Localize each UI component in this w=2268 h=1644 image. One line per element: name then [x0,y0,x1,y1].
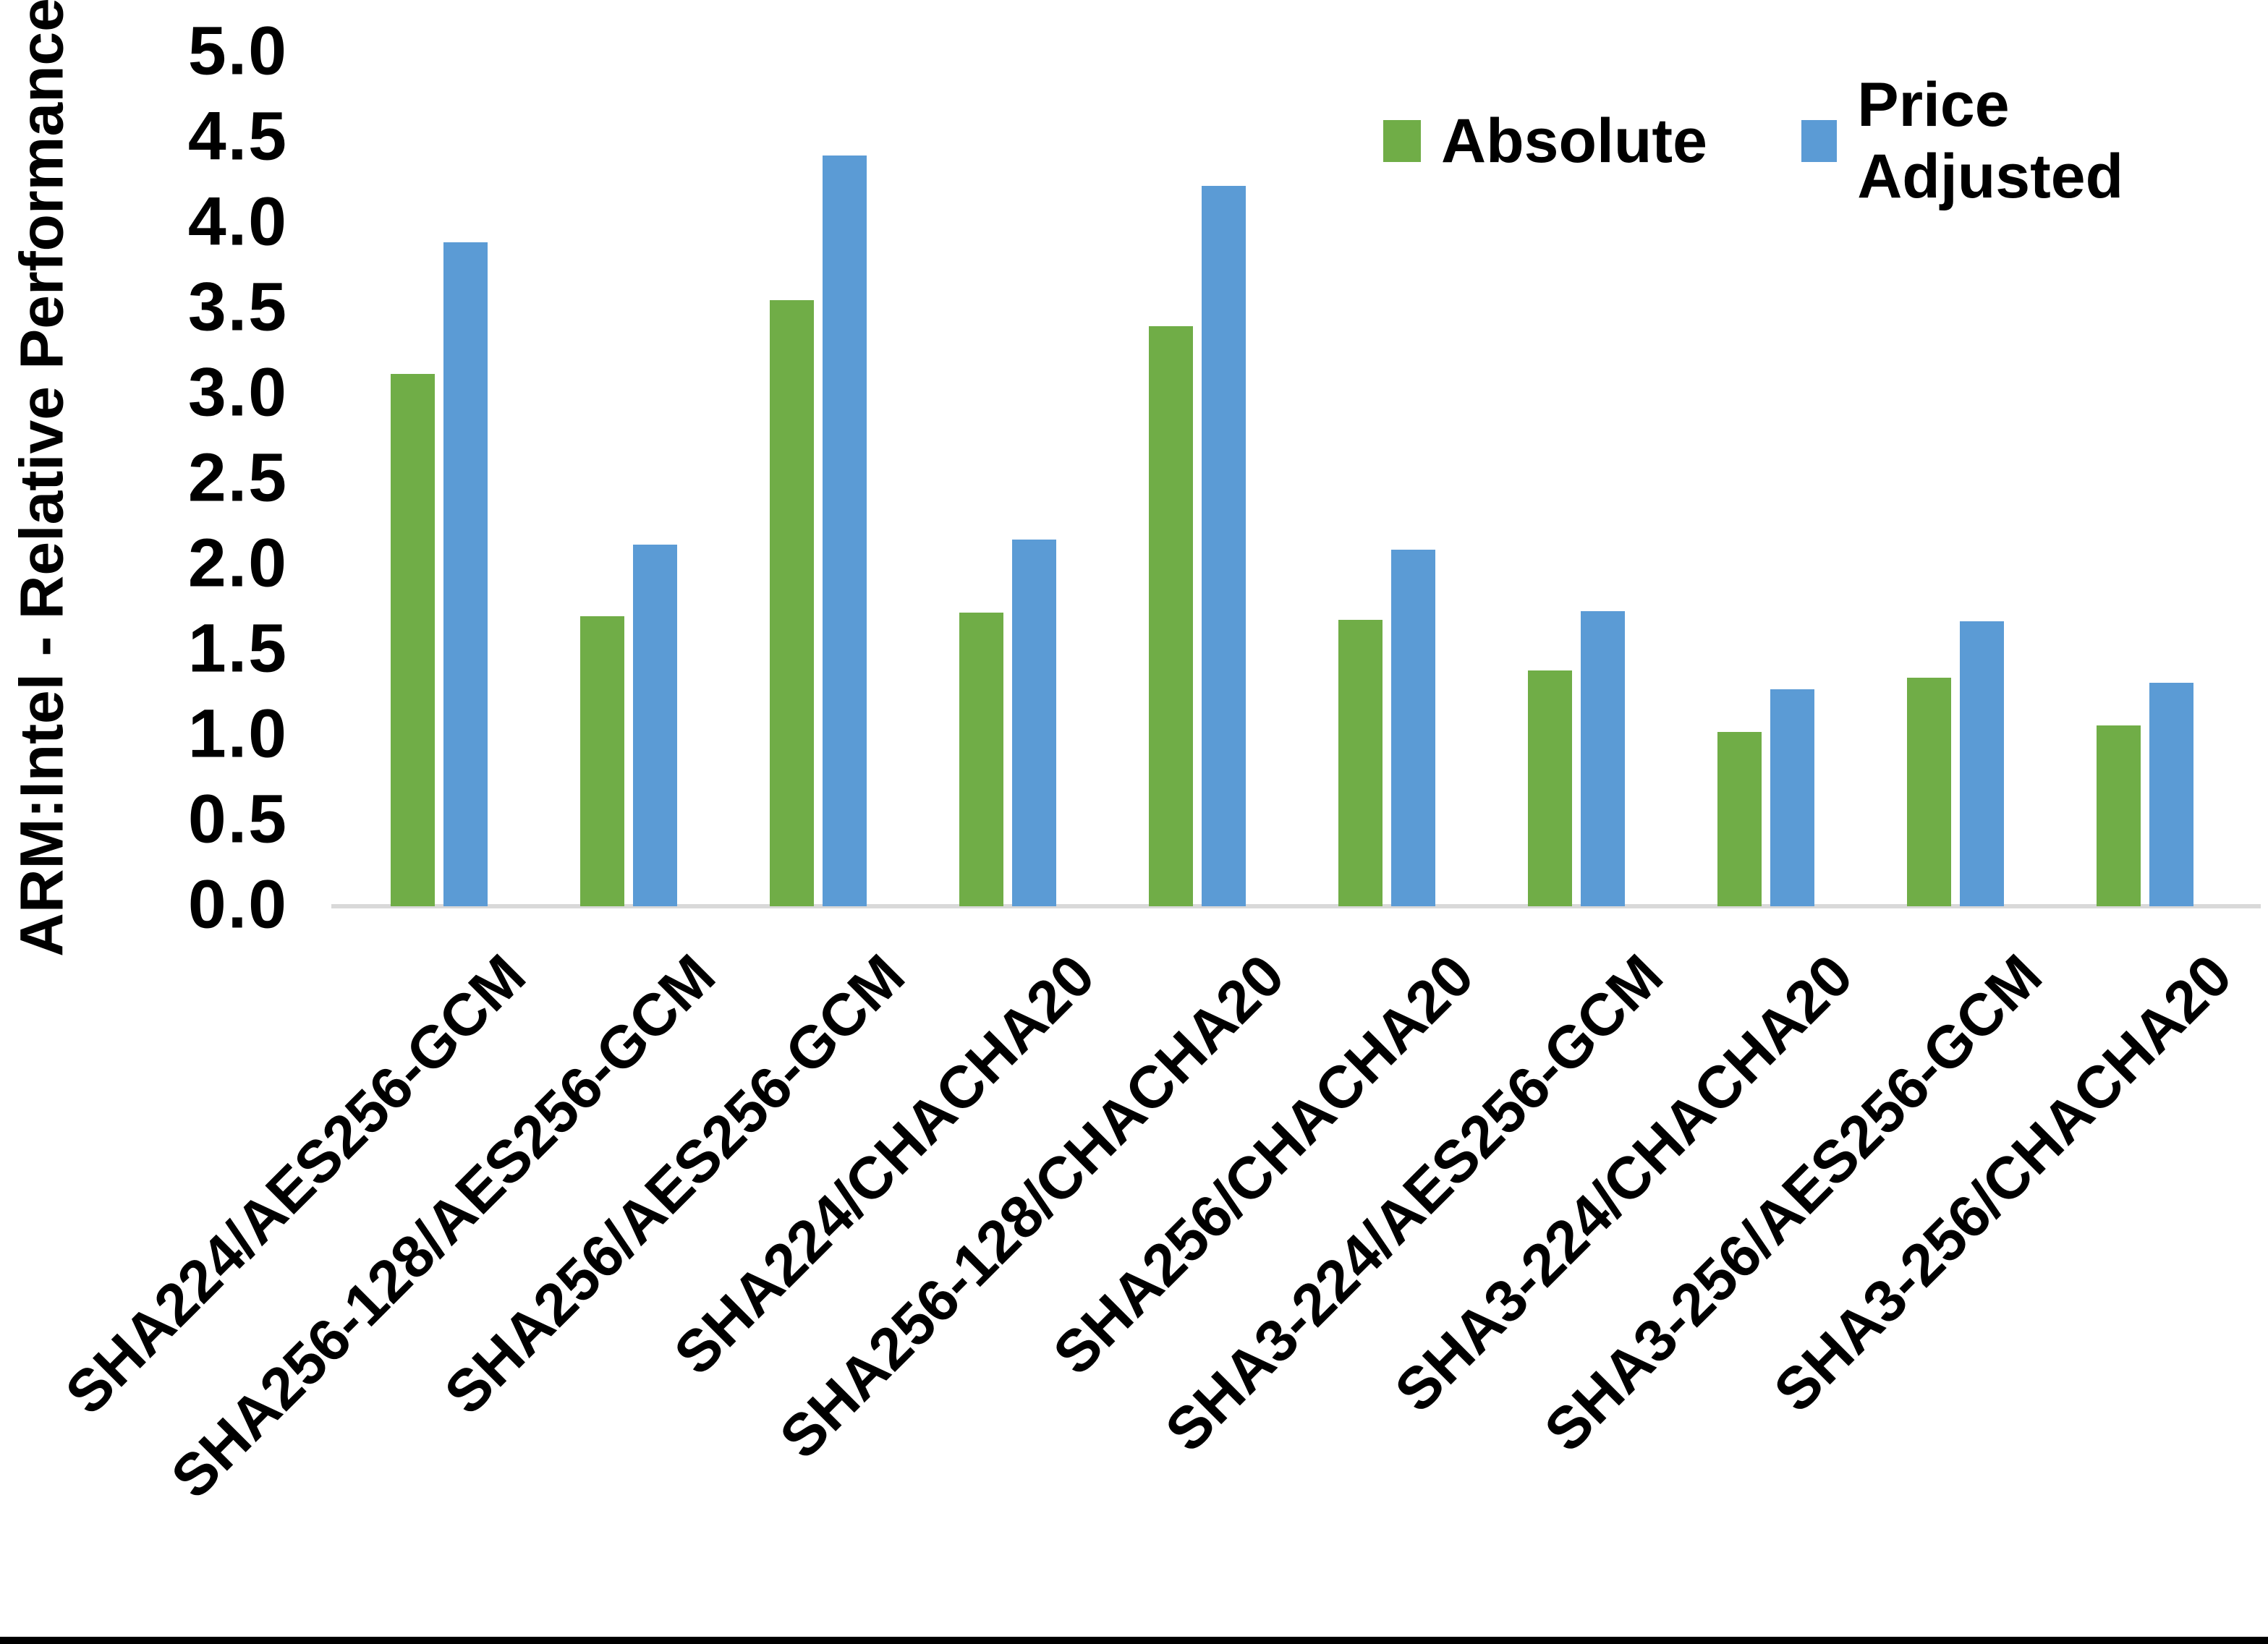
bar-absolute-SHA256/CHACHA20 [1338,619,1383,906]
bar-absolute-SHA3-224/AES256-GCM [1528,670,1572,906]
legend-item-price-adjusted: Price Adjusted [1801,69,2268,213]
y-tick-label-2.0: 2.0 [187,524,288,602]
bar-absolute-SHA256-128/AES256-GCM [580,616,624,906]
legend: Absolute Price Adjusted [1383,69,2268,213]
bar-price-adjusted-SHA3-256/CHACHA20 [2149,682,2193,906]
slide-bottom-edge [0,1637,2268,1644]
bar-absolute-SHA224/AES256-GCM [391,373,435,906]
bar-price-adjusted-SHA256/CHACHA20 [1391,549,1435,906]
absolute-series-swatch-icon [1383,120,1421,162]
bar-price-adjusted-SHA224/CHACHA20 [1012,539,1056,906]
bar-absolute-SHA224/CHACHA20 [959,613,1003,906]
bar-absolute-SHA3-256/CHACHA20 [2097,725,2141,906]
y-tick-label-0.5: 0.5 [187,780,288,858]
y-tick-label-1.0: 1.0 [187,695,288,772]
y-tick-label-4.0: 4.0 [187,183,288,260]
bar-absolute-SHA3-224/CHACHA20 [1717,732,1762,906]
legend-label-absolute: Absolute [1441,106,1707,176]
bar-absolute-SHA3-256/AES256-GCM [1907,677,1951,906]
y-tick-label-2.5: 2.5 [187,439,288,516]
bar-price-adjusted-SHA3-224/CHACHA20 [1770,689,1814,906]
bar-price-adjusted-SHA224/AES256-GCM [443,242,488,906]
bar-price-adjusted-SHA3-224/AES256-GCM [1581,610,1625,906]
legend-item-absolute: Absolute [1383,106,1707,177]
y-tick-label-5.0: 5.0 [187,12,288,90]
y-tick-label-3.0: 3.0 [187,354,288,431]
bar-absolute-SHA256-128/CHACHA20 [1149,325,1193,906]
price-adjusted-series-swatch-icon [1801,120,1838,162]
bar-price-adjusted-SHA256-128/AES256-GCM [633,544,677,906]
y-tick-label-3.5: 3.5 [187,268,288,346]
x-axis-line [331,904,2261,908]
legend-label-price-adjusted: Price Adjusted [1857,70,2124,211]
y-tick-label-0.0: 0.0 [187,866,288,943]
bar-price-adjusted-SHA256-128/CHACHA20 [1202,186,1246,906]
y-tick-label-1.5: 1.5 [187,610,288,687]
y-tick-label-4.5: 4.5 [187,98,288,175]
bar-price-adjusted-SHA3-256/AES256-GCM [1960,621,2004,906]
bar-absolute-SHA256/AES256-GCM [770,300,814,906]
bar-price-adjusted-SHA256/AES256-GCM [823,155,867,906]
